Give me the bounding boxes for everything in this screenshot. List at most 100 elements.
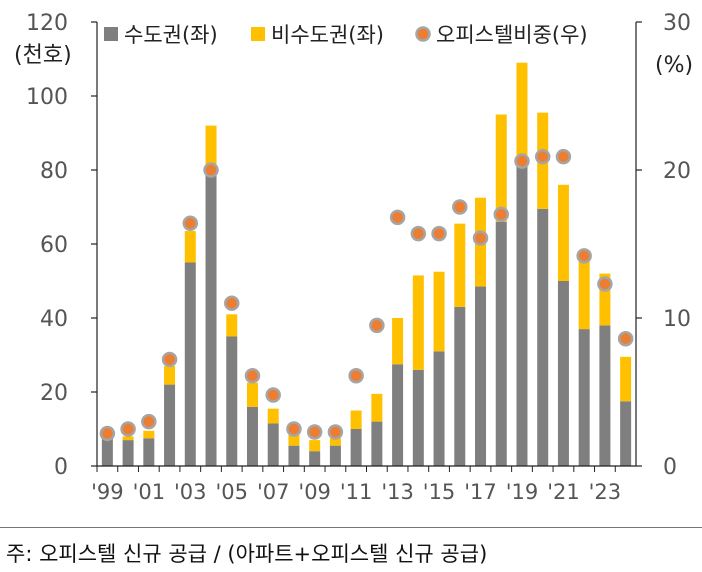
bar-non-capital-area [329, 438, 341, 446]
left-axis-ticks: 0 20 40 60 80 100 120 [26, 11, 97, 480]
x-tick-label: '09 [298, 480, 331, 504]
x-tick-label: '07 [257, 480, 290, 504]
bar-capital-area [184, 262, 196, 466]
left-tick-label: 100 [26, 85, 68, 110]
bar-non-capital-area [226, 314, 238, 337]
share-marker [555, 148, 572, 165]
share-marker [141, 413, 157, 430]
bars [101, 62, 632, 466]
legend-label-capital-area: 수도권(좌) [124, 23, 218, 47]
bar-non-capital-area [205, 125, 217, 174]
bar-capital-area [599, 325, 611, 466]
share-marker [306, 424, 323, 440]
bar-capital-area [143, 438, 155, 466]
right-tick-label: 0 [663, 455, 677, 480]
bar-capital-area [495, 221, 507, 466]
x-tick-label: '19 [506, 480, 539, 504]
share-marker [224, 295, 240, 311]
share-marker [286, 421, 302, 437]
bar-capital-area [101, 438, 113, 466]
footnote: 주: 오피스텔 신규 공급 / (아파트+오피스텔 신규 공급) [6, 542, 488, 566]
share-marker [389, 209, 406, 226]
right-axis-label: (%) [655, 53, 693, 78]
left-tick-label: 20 [40, 381, 68, 406]
legend-marker-share [415, 26, 431, 42]
left-tick-label: 120 [26, 11, 68, 36]
bar-non-capital-area [122, 436, 134, 441]
bar-capital-area [516, 162, 528, 466]
bar-capital-area [557, 281, 569, 466]
share-markers [99, 148, 634, 442]
legend-label-share: 오피스텔비중(우) [436, 23, 588, 47]
bar-non-capital-area [495, 114, 507, 222]
share-marker [410, 225, 427, 242]
bar-capital-area [392, 364, 404, 466]
right-tick-label: 30 [663, 11, 691, 36]
share-marker [472, 230, 489, 246]
share-marker [597, 276, 613, 292]
share-marker [348, 367, 364, 384]
bar-non-capital-area [309, 440, 321, 452]
left-axis-label: (천호) [14, 43, 72, 68]
bar-non-capital-area [412, 275, 424, 370]
right-tick-label: 20 [663, 159, 691, 184]
bar-non-capital-area [350, 410, 362, 429]
x-tick-label: '13 [381, 480, 414, 504]
bar-capital-area [433, 351, 445, 466]
share-marker [514, 153, 530, 169]
x-tick-label: '05 [216, 480, 249, 504]
bar-non-capital-area [599, 273, 611, 326]
bar-non-capital-area [392, 318, 404, 365]
bar-capital-area [620, 401, 632, 466]
footnote-divider [0, 527, 702, 528]
right-axis-ticks: 0 10 20 30 [636, 11, 691, 480]
x-tick-label: '01 [133, 480, 166, 504]
legend-label-non-capital-area: 비수도권(좌) [271, 23, 384, 47]
share-marker [452, 199, 468, 215]
bar-capital-area [537, 208, 549, 466]
bar-non-capital-area [454, 223, 466, 307]
bar-capital-area [246, 406, 258, 466]
legend-swatch-capital-area [104, 27, 118, 41]
x-tick-label: '11 [340, 480, 373, 504]
x-tick-label: '23 [589, 480, 622, 504]
bar-non-capital-area [620, 356, 632, 402]
bar-non-capital-area [267, 408, 279, 424]
x-tick-label: '21 [547, 480, 580, 504]
bar-capital-area [475, 286, 487, 466]
bar-non-capital-area [557, 184, 569, 281]
bar-capital-area [267, 423, 279, 466]
bar-capital-area [329, 445, 341, 466]
x-axis-ticks: '99 '01 '03 '05 '07 '09 '11 '13 '15 '17 '19 '21 '23 [91, 466, 621, 504]
bar-capital-area [350, 429, 362, 466]
share-marker [493, 206, 509, 223]
share-marker [327, 424, 344, 440]
share-marker [617, 330, 634, 347]
x-tick-label: '99 [91, 480, 124, 504]
left-tick-label: 0 [54, 455, 68, 480]
bar-non-capital-area [578, 255, 590, 330]
share-marker [120, 421, 136, 437]
bar-non-capital-area [184, 231, 196, 263]
left-tick-label: 40 [40, 307, 68, 332]
bar-capital-area [454, 306, 466, 466]
share-marker [244, 367, 261, 384]
share-marker [182, 215, 199, 232]
share-marker [369, 317, 385, 334]
bar-non-capital-area [433, 271, 445, 352]
bar-capital-area [371, 421, 383, 466]
bar-non-capital-area [164, 366, 176, 385]
share-marker [265, 387, 281, 403]
bar-non-capital-area [516, 62, 528, 163]
share-marker [431, 225, 447, 242]
bar-non-capital-area [246, 382, 258, 407]
bar-capital-area [288, 445, 300, 466]
bar-capital-area [309, 451, 321, 466]
left-tick-label: 60 [40, 233, 68, 258]
left-tick-label: 80 [40, 159, 68, 184]
share-marker [534, 148, 551, 165]
bar-capital-area [578, 329, 590, 466]
legend: 수도권(좌) 비수도권(좌) 오피스텔비중(우) [104, 23, 588, 47]
bar-capital-area [205, 173, 217, 466]
